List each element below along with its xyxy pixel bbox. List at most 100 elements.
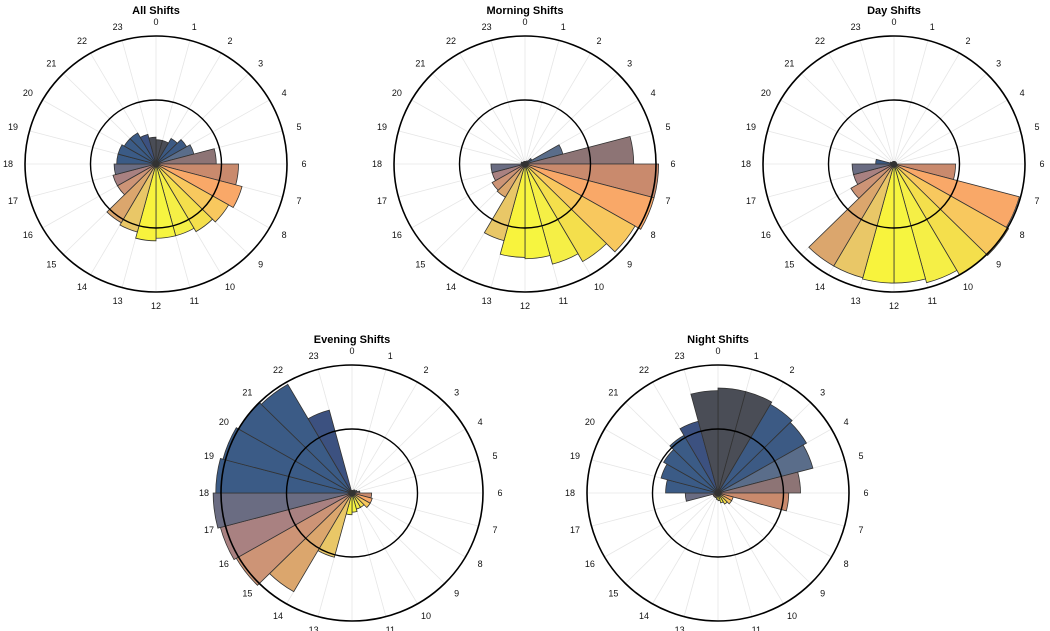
hour-label: 3 [258, 59, 263, 69]
hour-label: 15 [46, 259, 56, 269]
wedge-hour-8 [717, 492, 733, 505]
wedge-hour-8 [351, 492, 371, 509]
hour-label: 1 [930, 22, 935, 32]
hour-label: 13 [309, 625, 319, 631]
hour-label: 23 [113, 22, 123, 32]
hour-label: 1 [388, 351, 393, 361]
hour-label: 3 [627, 59, 632, 69]
wedge-hour-7 [155, 163, 243, 209]
hour-label: 1 [754, 351, 759, 361]
wedge-hour-5 [524, 136, 635, 165]
wedge-hour-17 [490, 163, 526, 174]
hour-label: 8 [478, 559, 483, 569]
hour-label: 5 [492, 451, 497, 461]
hour-label: 17 [204, 525, 214, 535]
hour-label: 4 [651, 88, 656, 98]
hour-label: 14 [815, 282, 825, 292]
chart-panel-night-shifts: Night Shifts0123456789101112131415161718… [565, 334, 869, 631]
wedge-hour-7 [524, 163, 655, 230]
hour-label: 18 [372, 159, 382, 169]
hour-label: 18 [3, 159, 13, 169]
hour-label: 23 [675, 351, 685, 361]
hour-label: 12 [889, 301, 899, 311]
inner-ring [458, 99, 592, 229]
wedge-hour-10 [717, 492, 724, 504]
wedge-hour-18 [875, 158, 895, 165]
hour-label: 22 [77, 36, 87, 46]
inner-ring [285, 428, 419, 558]
outer-ring [220, 364, 484, 622]
hour-label: 10 [594, 282, 604, 292]
wedge-hour-6 [717, 492, 790, 512]
wedge-hour-22 [307, 409, 353, 494]
wedge-hour-14 [808, 163, 895, 267]
wedge-hour-21 [260, 383, 353, 494]
hour-label: 0 [891, 17, 896, 27]
hour-label: 19 [377, 122, 387, 132]
wedge-hour-17 [684, 492, 719, 502]
wedge-hour-10 [524, 163, 579, 265]
wedge-hour-9 [524, 163, 608, 263]
hour-label: 9 [820, 588, 825, 598]
hour-label: 20 [219, 417, 229, 427]
outer-ring [762, 35, 1026, 293]
inner-ring [89, 99, 223, 229]
hour-label: 9 [996, 259, 1001, 269]
wedge-hour-8 [524, 163, 636, 253]
hour-label: 17 [746, 196, 756, 206]
hour-label: 19 [8, 122, 18, 132]
hour-label: 18 [741, 159, 751, 169]
chart-title: Night Shifts [687, 334, 749, 346]
hour-label: 11 [190, 296, 199, 306]
hour-label: 7 [1034, 196, 1039, 206]
hour-label: 22 [815, 36, 825, 46]
hour-label: 10 [421, 611, 431, 621]
hour-label: 5 [665, 122, 670, 132]
hour-label: 8 [651, 230, 656, 240]
hour-label: 18 [565, 488, 575, 498]
hour-label: 21 [784, 59, 794, 69]
hour-label: 0 [349, 346, 354, 356]
hour-label: 20 [392, 88, 402, 98]
hour-label: 6 [863, 488, 868, 498]
hour-label: 20 [585, 417, 595, 427]
hour-label: 4 [478, 417, 483, 427]
hour-label: 20 [23, 88, 33, 98]
wedge-hour-17 [212, 492, 353, 529]
wedge-hour-1 [717, 391, 773, 494]
hour-label: 6 [670, 159, 675, 169]
wedge-hour-23 [892, 161, 895, 165]
hour-label: 23 [309, 351, 319, 361]
hour-label: 22 [273, 365, 283, 375]
hour-label: 12 [520, 301, 530, 311]
hour-label: 6 [301, 159, 306, 169]
hour-label: 8 [844, 559, 849, 569]
outer-ring [24, 35, 288, 293]
wedge-hour-14 [106, 163, 157, 224]
wedge-hour-2 [717, 403, 793, 494]
hour-label: 5 [296, 122, 301, 132]
hour-label: 0 [715, 346, 720, 356]
wedge-hour-23 [690, 390, 719, 494]
wedge-hour-19 [117, 144, 157, 165]
hour-label: 4 [1020, 88, 1025, 98]
hour-label: 11 [752, 625, 761, 631]
hour-label: 13 [482, 296, 492, 306]
hour-label: 14 [273, 611, 283, 621]
hour-label: 8 [1020, 230, 1025, 240]
hour-label: 19 [746, 122, 756, 132]
wedge-hour-4 [717, 444, 814, 494]
hour-label: 21 [46, 59, 56, 69]
hour-label: 21 [608, 388, 618, 398]
hour-label: 3 [454, 388, 459, 398]
wedge-hour-21 [129, 132, 157, 165]
hour-label: 0 [153, 17, 158, 27]
hour-label: 5 [1034, 122, 1039, 132]
wedge-hour-16 [112, 163, 157, 187]
hour-label: 16 [392, 230, 402, 240]
hour-label: 9 [454, 588, 459, 598]
wedge-hour-14 [496, 163, 526, 198]
chart-title: Morning Shifts [487, 5, 564, 17]
